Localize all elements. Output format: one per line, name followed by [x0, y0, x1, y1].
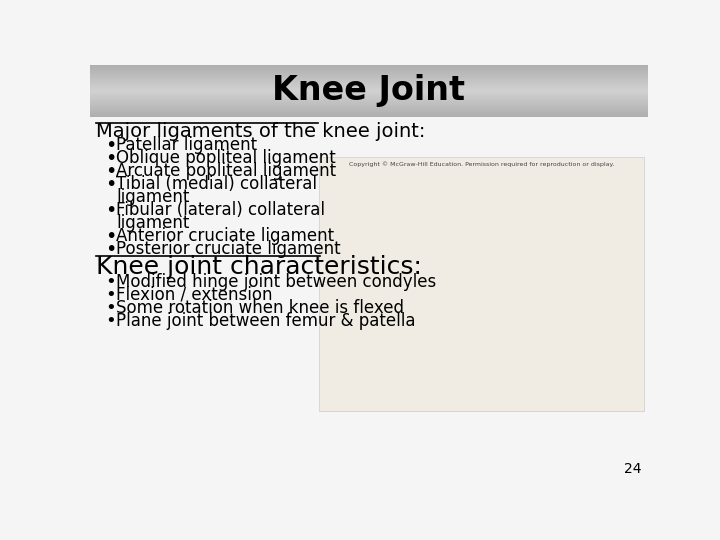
Text: •: •	[106, 162, 117, 181]
Text: •: •	[106, 227, 117, 246]
Text: •: •	[106, 299, 116, 317]
Text: Patellar ligament: Patellar ligament	[117, 136, 258, 154]
Text: •: •	[106, 136, 117, 154]
Text: ligament: ligament	[117, 188, 190, 206]
Text: •: •	[106, 273, 116, 291]
Bar	[319, 157, 644, 411]
Text: Some rotation when knee is flexed: Some rotation when knee is flexed	[117, 299, 405, 317]
Text: •: •	[106, 175, 117, 194]
Text: Anterior cruciate ligament: Anterior cruciate ligament	[117, 227, 335, 245]
Text: Arcuate popliteal ligament: Arcuate popliteal ligament	[117, 162, 336, 180]
Text: •: •	[106, 312, 116, 330]
Text: Plane joint between femur & patella: Plane joint between femur & patella	[117, 312, 416, 330]
Text: •: •	[106, 240, 117, 259]
Text: Modified hinge joint between condyles: Modified hinge joint between condyles	[117, 273, 436, 291]
Text: Oblique popliteal ligament: Oblique popliteal ligament	[117, 148, 336, 167]
Text: Flexion / extension: Flexion / extension	[117, 286, 273, 304]
Text: Major ligaments of the knee joint:: Major ligaments of the knee joint:	[96, 122, 426, 141]
Text: ligament: ligament	[117, 214, 190, 232]
Text: Knee joint characteristics:: Knee joint characteristics:	[96, 255, 422, 279]
Bar	[319, 157, 644, 411]
Text: Copyright © McGraw-Hill Education. Permission required for reproduction or displ: Copyright © McGraw-Hill Education. Permi…	[348, 162, 614, 167]
Text: Fibular (lateral) collateral: Fibular (lateral) collateral	[117, 201, 325, 219]
Text: •: •	[106, 201, 117, 220]
Text: •: •	[106, 148, 117, 168]
Text: Knee Joint: Knee Joint	[272, 75, 466, 107]
Text: •: •	[106, 286, 116, 304]
Text: Posterior cruciate ligament: Posterior cruciate ligament	[117, 240, 341, 258]
Text: Tibial (medial) collateral: Tibial (medial) collateral	[117, 175, 318, 193]
Text: 24: 24	[624, 462, 642, 476]
